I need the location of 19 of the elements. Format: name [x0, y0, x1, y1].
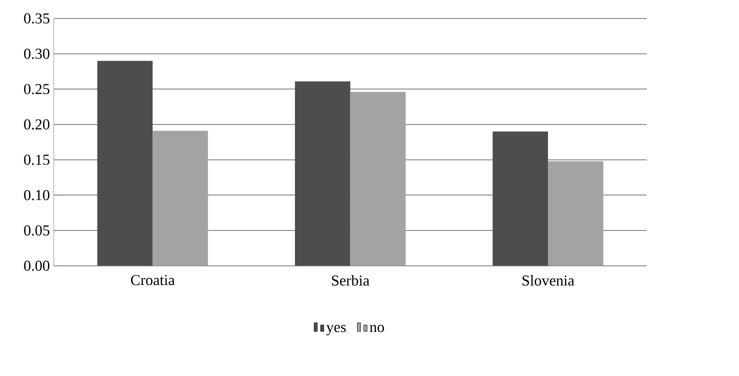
y-tick-label: 0.35 — [24, 13, 50, 24]
bar — [294, 81, 350, 266]
y-tick-label: 0.00 — [24, 260, 50, 271]
y-tick-label: 0.20 — [24, 119, 50, 130]
legend-label: no — [370, 324, 384, 332]
x-tick-label: Serbia — [332, 274, 370, 286]
y-tick-label: 0.15 — [24, 154, 50, 165]
y-tick-label: 0.30 — [24, 48, 50, 59]
y-tick-label: 0.05 — [24, 225, 50, 236]
bar — [492, 131, 548, 266]
bar — [152, 130, 208, 266]
bar — [548, 160, 604, 266]
legend-label: yes — [326, 324, 346, 336]
x-tick-label: Slovenia — [522, 274, 574, 286]
y-tick-label: 0.10 — [24, 190, 50, 200]
bar — [350, 92, 406, 266]
y-tick-label: 0.25 — [24, 84, 50, 94]
x-tick-label: Croatia — [130, 274, 175, 285]
bar — [97, 60, 153, 266]
